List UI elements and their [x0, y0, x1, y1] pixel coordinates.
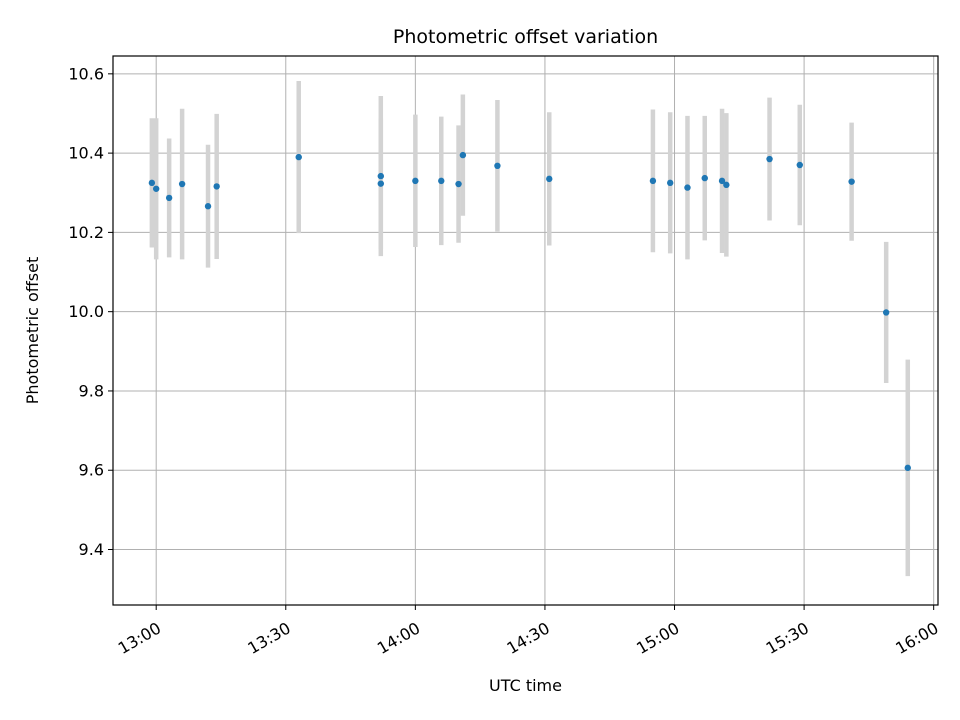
data-points	[148, 151, 911, 472]
data-point	[377, 180, 385, 187]
data-point	[412, 177, 419, 185]
x-axis-label: UTC time	[489, 676, 562, 695]
y-axis-label: Photometric offset	[23, 257, 42, 405]
data-point	[152, 185, 160, 192]
data-point	[165, 194, 173, 202]
y-tick-label: 10.4	[68, 144, 104, 163]
y-tick-label: 10.0	[68, 302, 104, 321]
data-point	[848, 178, 855, 185]
data-point	[459, 151, 467, 159]
data-point	[649, 177, 657, 185]
data-point	[723, 181, 730, 189]
data-point	[684, 184, 691, 191]
data-point	[882, 309, 890, 316]
data-point	[904, 464, 911, 472]
y-tick-label: 10.6	[68, 64, 104, 83]
y-tick-label: 10.2	[68, 223, 104, 242]
plot-frame	[112, 55, 939, 606]
data-point	[438, 177, 445, 185]
data-point	[796, 161, 803, 169]
data-point	[494, 162, 501, 169]
data-point	[204, 203, 212, 210]
y-tick-label: 9.8	[79, 381, 104, 400]
chart-title: Photometric offset variation	[393, 26, 658, 48]
data-point	[455, 180, 462, 188]
data-point	[178, 180, 186, 188]
data-point	[666, 179, 674, 187]
y-tick-label: 9.6	[79, 461, 104, 480]
data-point	[718, 177, 726, 185]
y-tick-label: 9.4	[79, 540, 104, 559]
data-point	[295, 153, 302, 161]
data-point	[766, 155, 773, 163]
data-point	[546, 175, 553, 183]
data-point	[377, 172, 385, 180]
data-point	[701, 174, 708, 182]
data-point	[148, 179, 156, 187]
data-point	[213, 183, 220, 190]
